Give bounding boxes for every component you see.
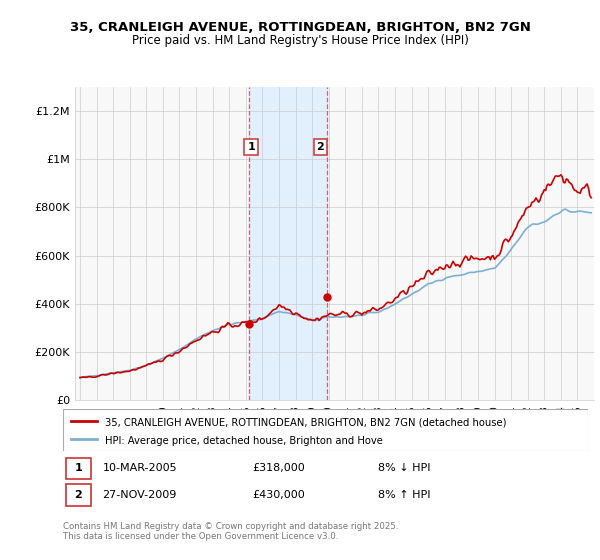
Text: 10-MAR-2005: 10-MAR-2005 [103, 463, 177, 473]
Text: 1: 1 [74, 463, 82, 473]
Text: This data is licensed under the Open Government Licence v3.0.: This data is licensed under the Open Gov… [63, 532, 338, 541]
Text: Contains HM Land Registry data © Crown copyright and database right 2025.: Contains HM Land Registry data © Crown c… [63, 522, 398, 531]
Text: 2: 2 [74, 490, 82, 500]
Text: 8% ↓ HPI: 8% ↓ HPI [378, 463, 431, 473]
Text: 35, CRANLEIGH AVENUE, ROTTINGDEAN, BRIGHTON, BN2 7GN: 35, CRANLEIGH AVENUE, ROTTINGDEAN, BRIGH… [70, 21, 530, 34]
Text: HPI: Average price, detached house, Brighton and Hove: HPI: Average price, detached house, Brig… [105, 436, 383, 446]
Text: Price paid vs. HM Land Registry's House Price Index (HPI): Price paid vs. HM Land Registry's House … [131, 34, 469, 46]
Text: £318,000: £318,000 [252, 463, 305, 473]
Text: 1: 1 [247, 142, 255, 152]
FancyBboxPatch shape [65, 484, 91, 506]
FancyBboxPatch shape [63, 409, 588, 451]
FancyBboxPatch shape [65, 458, 91, 479]
Text: 2: 2 [317, 142, 324, 152]
Text: 35, CRANLEIGH AVENUE, ROTTINGDEAN, BRIGHTON, BN2 7GN (detached house): 35, CRANLEIGH AVENUE, ROTTINGDEAN, BRIGH… [105, 417, 506, 427]
Text: 8% ↑ HPI: 8% ↑ HPI [378, 490, 431, 500]
Bar [248, 87, 327, 400]
Text: 27-NOV-2009: 27-NOV-2009 [103, 490, 177, 500]
Text: £430,000: £430,000 [252, 490, 305, 500]
